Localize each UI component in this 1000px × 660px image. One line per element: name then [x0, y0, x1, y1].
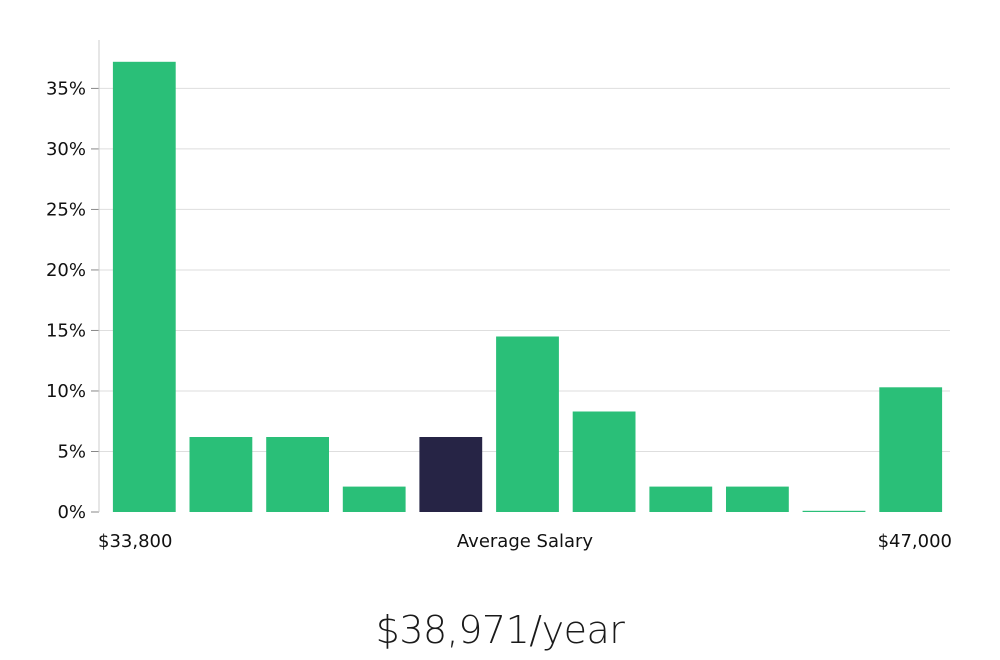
bar-3: [342, 486, 406, 512]
x-label-center: Average Salary: [457, 531, 594, 552]
bar-5: [496, 336, 559, 512]
x-label-max: $47,000: [878, 531, 952, 552]
bar-1: [189, 437, 253, 512]
bar-7: [649, 486, 713, 512]
average-salary-value: $38,971/year: [375, 608, 625, 652]
bar-8: [726, 486, 789, 512]
y-tick-label-25: 25%: [46, 199, 86, 220]
y-tick-label-10: 10%: [46, 381, 86, 402]
salary-histogram: 0% 5% 10% 15% 20% 25% 30% 35% $33,800 Average S…: [46, 40, 952, 552]
bar-0: [112, 61, 176, 513]
y-tick-label-30: 30%: [46, 139, 86, 160]
bar-9: [802, 510, 866, 512]
x-label-min: $33,800: [98, 531, 172, 552]
y-tick-label-0: 0%: [57, 502, 86, 523]
bar-average-salary: [419, 437, 483, 512]
y-tick-label-5: 5%: [57, 441, 86, 462]
bar-10: [879, 387, 943, 512]
y-tick-label-35: 35%: [46, 78, 86, 99]
bar-6: [572, 411, 636, 512]
y-tick-label-20: 20%: [46, 260, 86, 281]
bar-2: [266, 437, 329, 512]
y-tick-label-15: 15%: [46, 320, 86, 341]
